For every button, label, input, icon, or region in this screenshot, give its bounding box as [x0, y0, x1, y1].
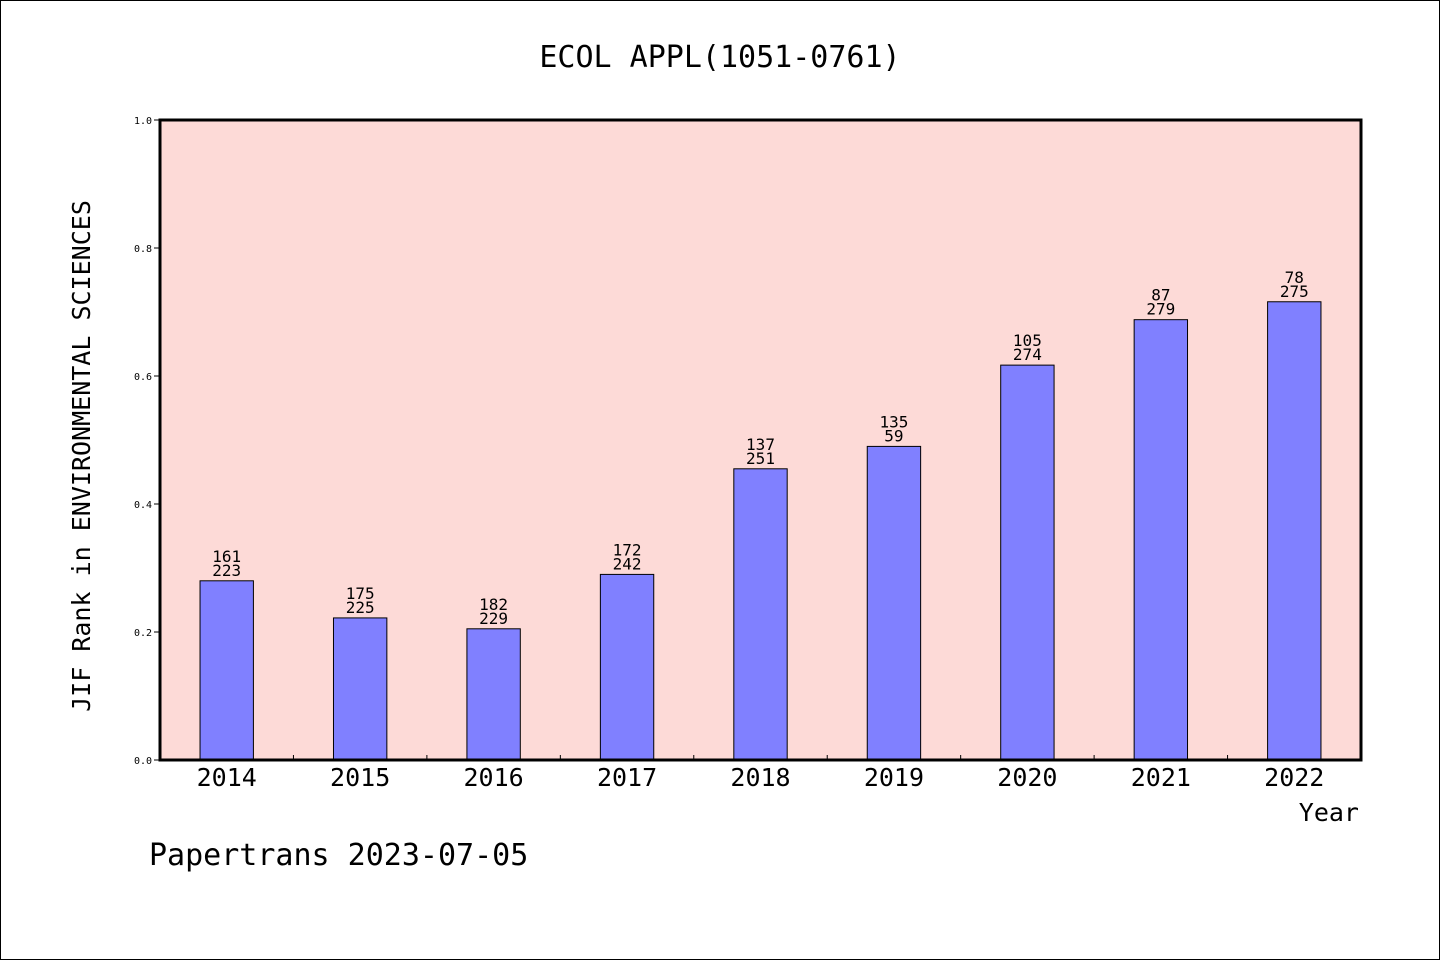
rank-label: 105 — [1013, 331, 1042, 350]
x-tick-label: 2015 — [330, 763, 390, 792]
bar-2018 — [733, 468, 788, 761]
y-tick-label: 0.0 — [134, 756, 152, 767]
total-label: 274 — [1013, 345, 1042, 364]
total-label: 275 — [1280, 282, 1309, 301]
rank-label: 172 — [613, 540, 642, 559]
rank-label: 135 — [879, 412, 908, 431]
bar-2022 — [1267, 301, 1322, 761]
total-label: 223 — [212, 561, 241, 580]
total-label: 251 — [746, 449, 775, 468]
x-tick-label: 2021 — [1131, 763, 1191, 792]
rank-label: 137 — [746, 435, 775, 454]
y-tick-label: 0.8 — [134, 244, 152, 255]
total-label: 279 — [1146, 300, 1175, 319]
x-tick-label: 2017 — [597, 763, 657, 792]
x-axis-ticks: 2014 2015 2016 2017 2018 2019 2020 2021 2022 — [197, 755, 1324, 792]
chart-title: ECOL APPL(1051-0761) — [539, 40, 900, 75]
y-axis-label: JIF Rank in ENVIRONMENTAL SCIENCES — [67, 200, 96, 712]
plot-border — [158, 118, 1363, 762]
y-tick-label: 0.2 — [134, 628, 152, 639]
y-axis-ticks: 0.0 0.2 0.4 0.6 0.8 1.0 — [134, 116, 160, 767]
x-tick-label: 2019 — [864, 763, 924, 792]
bar-2020 — [1000, 364, 1055, 761]
bar-2021 — [1133, 319, 1189, 761]
bar-2016 — [466, 628, 521, 761]
rank-label: 182 — [479, 595, 508, 614]
rank-label: 87 — [1151, 286, 1170, 305]
bar-2015 — [332, 617, 388, 761]
bar-2014 — [199, 580, 254, 761]
y-tick-label: 0.6 — [134, 372, 152, 383]
total-label: 225 — [346, 598, 375, 617]
x-tick-label: 2014 — [197, 763, 257, 792]
rank-label: 161 — [212, 547, 241, 566]
x-tick-label: 2018 — [730, 763, 790, 792]
x-tick-label: 2020 — [997, 763, 1057, 792]
total-label: 59 — [884, 426, 903, 445]
x-tick-label: 2016 — [464, 763, 524, 792]
x-tick-label: 2022 — [1264, 763, 1324, 792]
y-tick-label: 0.4 — [134, 500, 152, 511]
total-label: 229 — [479, 609, 508, 628]
bar-2017 — [599, 573, 655, 761]
x-axis-label: Year — [1299, 798, 1359, 827]
bar-2019 — [866, 445, 922, 761]
rank-label: 78 — [1285, 268, 1304, 287]
footer-text: Papertrans 2023-07-05 — [149, 838, 528, 873]
y-tick-label: 1.0 — [134, 116, 152, 127]
total-label: 242 — [613, 554, 642, 573]
rank-label: 175 — [346, 584, 375, 603]
bars — [199, 301, 1322, 761]
